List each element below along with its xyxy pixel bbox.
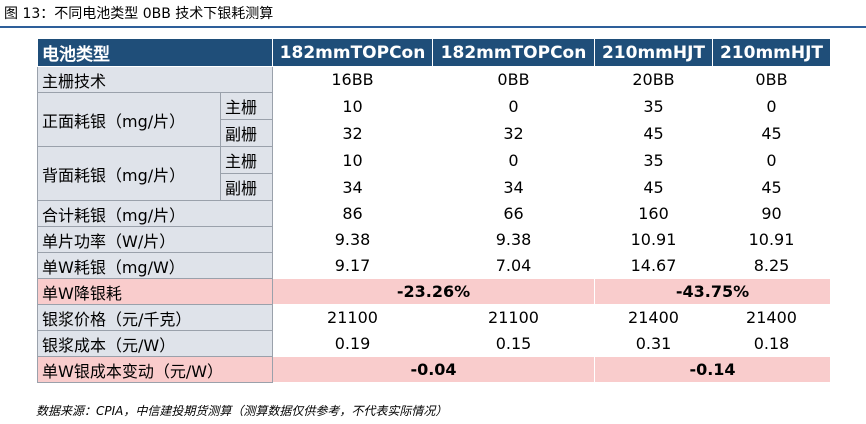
table-row: 单片功率（W/片） 9.38 9.38 10.91 10.91 — [37, 226, 831, 253]
row-label: 银浆成本（元/W） — [37, 330, 273, 357]
sub-label: 副栅 — [220, 119, 273, 147]
cell: 16BB — [272, 66, 433, 93]
cell: 0 — [432, 92, 595, 120]
cell: 35 — [594, 146, 713, 174]
cell: 45 — [712, 173, 831, 201]
cell: 0.19 — [272, 330, 433, 357]
row-label: 合计耗银（mg/片） — [37, 200, 273, 227]
header-cell: 210mmHJT — [712, 38, 831, 67]
header-cell: 182mmTOPCon — [272, 38, 433, 67]
row-label: 银浆价格（元/千克） — [37, 304, 273, 331]
cell: 0 — [712, 146, 831, 174]
cell: 0 — [432, 146, 595, 174]
table-row: 副栅 34 34 45 45 — [38, 173, 831, 201]
row-label: 单W降银耗 — [37, 278, 273, 305]
row-label: 单片功率（W/片） — [37, 226, 273, 253]
table-row: 背面耗银（mg/片） 主栅 10 0 35 0 — [37, 146, 831, 201]
cell: 0.15 — [432, 330, 595, 357]
table-row: 副栅 32 32 45 45 — [38, 119, 831, 147]
cell: 45 — [594, 119, 713, 147]
cell: 0.18 — [712, 330, 831, 357]
sub-label: 副栅 — [220, 173, 273, 201]
cell: 9.38 — [272, 226, 433, 253]
cell: 66 — [432, 200, 595, 227]
figure-title: 图 13：不同电池类型 0BB 技术下银耗测算 — [4, 6, 274, 22]
cell: 10.91 — [594, 226, 713, 253]
cell: 9.38 — [432, 226, 595, 253]
cell: 32 — [432, 119, 595, 147]
table-row: 主栅技术 16BB 0BB 20BB 0BB — [37, 66, 831, 93]
table-row: 银浆成本（元/W） 0.19 0.15 0.31 0.18 — [37, 330, 831, 357]
cell: 0BB — [712, 66, 831, 93]
cell: 8.25 — [712, 252, 831, 279]
row-label: 背面耗银（mg/片） — [37, 146, 221, 201]
header-cell: 电池类型 — [37, 38, 273, 67]
cell: 0.31 — [594, 330, 713, 357]
cell: 14.67 — [594, 252, 713, 279]
row-label: 主栅技术 — [37, 66, 273, 93]
sub-label: 主栅 — [220, 146, 273, 174]
cell: 20BB — [594, 66, 713, 93]
merged-cell: -0.14 — [594, 356, 831, 383]
merged-cell: -43.75% — [594, 278, 831, 305]
cell: 34 — [272, 173, 433, 201]
table-row: 单W耗银（mg/W） 9.17 7.04 14.67 8.25 — [37, 252, 831, 279]
cell: 45 — [712, 119, 831, 147]
cell: 45 — [594, 173, 713, 201]
data-table: 电池类型 182mmTOPCon 182mmTOPCon 210mmHJT 210mmH… — [37, 38, 831, 383]
cell: 10 — [272, 92, 433, 120]
cell: 21100 — [432, 304, 595, 331]
cell: 21100 — [272, 304, 433, 331]
cell: 0 — [712, 92, 831, 120]
cell: 21400 — [594, 304, 713, 331]
merged-cell: -23.26% — [272, 278, 595, 305]
table-row: 银浆价格（元/千克） 21100 21100 21400 21400 — [37, 304, 831, 331]
sub-label: 主栅 — [220, 92, 273, 120]
cell: 34 — [432, 173, 595, 201]
highlight-row: 单W降银耗 -23.26% -43.75% — [37, 278, 831, 305]
cell: 90 — [712, 200, 831, 227]
cell: 10 — [272, 146, 433, 174]
cell: 86 — [272, 200, 433, 227]
cell: 160 — [594, 200, 713, 227]
row-label: 正面耗银（mg/片） — [37, 92, 221, 147]
cell: 0BB — [432, 66, 595, 93]
cell: 9.17 — [272, 252, 433, 279]
cell: 7.04 — [432, 252, 595, 279]
cell: 10.91 — [712, 226, 831, 253]
row-label: 单W耗银（mg/W） — [37, 252, 273, 279]
source-note: 数据来源：CPIA，中信建投期货测算（测算数据仅供参考，不代表实际情况） — [36, 404, 448, 418]
highlight-row: 单W银成本变动（元/W） -0.04 -0.14 — [37, 356, 831, 383]
row-label: 单W银成本变动（元/W） — [37, 356, 273, 383]
cell: 35 — [594, 92, 713, 120]
header-row: 电池类型 182mmTOPCon 182mmTOPCon 210mmHJT 210mmH… — [37, 38, 831, 67]
header-cell: 182mmTOPCon — [432, 38, 595, 67]
cell: 21400 — [712, 304, 831, 331]
header-cell: 210mmHJT — [594, 38, 713, 67]
table-row: 合计耗银（mg/片） 86 66 160 90 — [37, 200, 831, 227]
title-rule — [0, 26, 866, 28]
table-row: 正面耗银（mg/片） 主栅 10 0 35 0 — [37, 92, 831, 147]
merged-cell: -0.04 — [272, 356, 595, 383]
cell: 32 — [272, 119, 433, 147]
